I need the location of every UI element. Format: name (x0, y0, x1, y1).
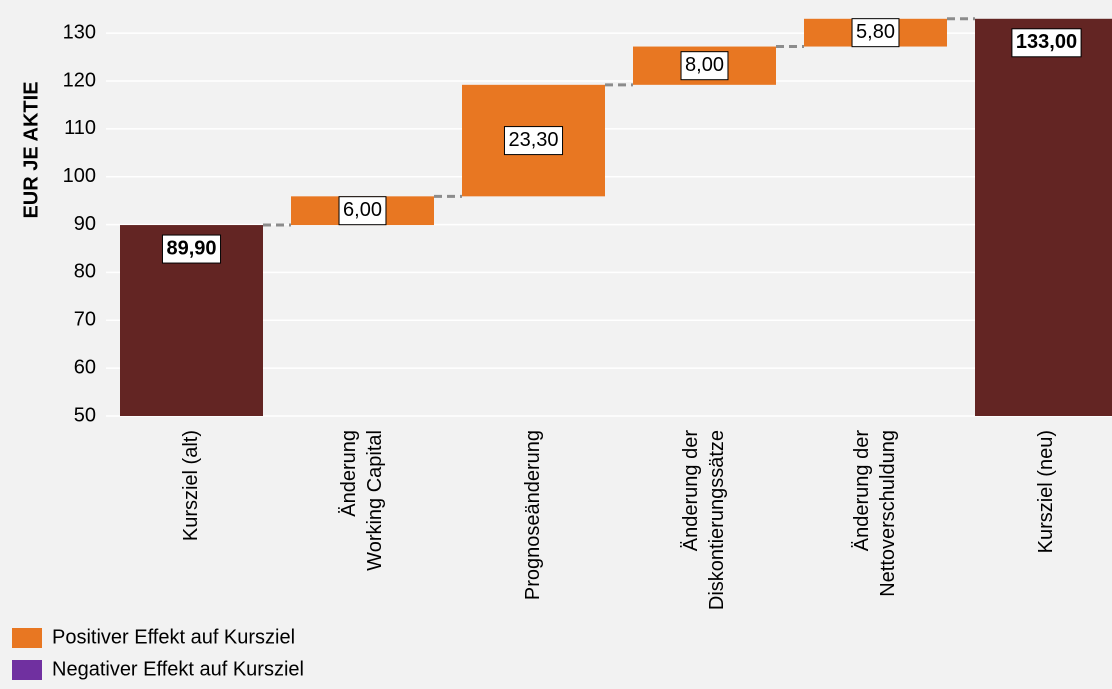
y-tick-label: 120 (63, 69, 96, 91)
value-label: 8,00 (685, 54, 724, 76)
value-label-box (680, 51, 729, 81)
legend-swatch (12, 628, 42, 648)
x-tick-label: Änderung (338, 430, 360, 517)
y-tick-label: 60 (74, 356, 96, 378)
value-label: 6,00 (343, 199, 382, 221)
x-tick-label: Prognoseänderung (522, 430, 544, 600)
y-axis-title: EUR JE AKTIE (20, 81, 42, 218)
y-tick-label: 100 (63, 165, 96, 187)
x-tick-label: Änderung der (680, 430, 702, 552)
y-tick-label: 50 (74, 404, 96, 426)
x-tick-label: Änderung der (851, 430, 873, 552)
legend-label: Negativer Effekt auf Kursziel (52, 658, 304, 680)
value-label-box (1011, 28, 1082, 58)
value-label: 23,30 (508, 129, 558, 151)
legend-label: Positiver Effekt auf Kursziel (52, 626, 295, 648)
x-tick-label: Kursziel (neu) (1035, 430, 1057, 553)
y-tick-label: 70 (74, 309, 96, 331)
x-tick-label: Diskontierungssätze (706, 430, 728, 610)
value-label-box (851, 18, 900, 48)
x-tick-label: Working Capital (364, 430, 386, 571)
value-label-box (161, 234, 222, 264)
value-label-box (338, 196, 387, 226)
legend-swatch (12, 660, 42, 680)
y-tick-label: 110 (64, 117, 96, 139)
x-tick-label: Kursziel (alt) (180, 430, 202, 541)
value-label: 5,80 (856, 21, 895, 43)
x-tick-label: Nettoverschuldung (877, 430, 899, 597)
bar (975, 18, 1112, 417)
y-tick-label: 80 (74, 261, 96, 283)
y-tick-label: 90 (74, 213, 96, 235)
value-label: 133,00 (1016, 31, 1077, 53)
value-label: 89,90 (166, 237, 216, 259)
y-tick-label: 130 (63, 21, 96, 43)
value-label-box (503, 126, 564, 156)
